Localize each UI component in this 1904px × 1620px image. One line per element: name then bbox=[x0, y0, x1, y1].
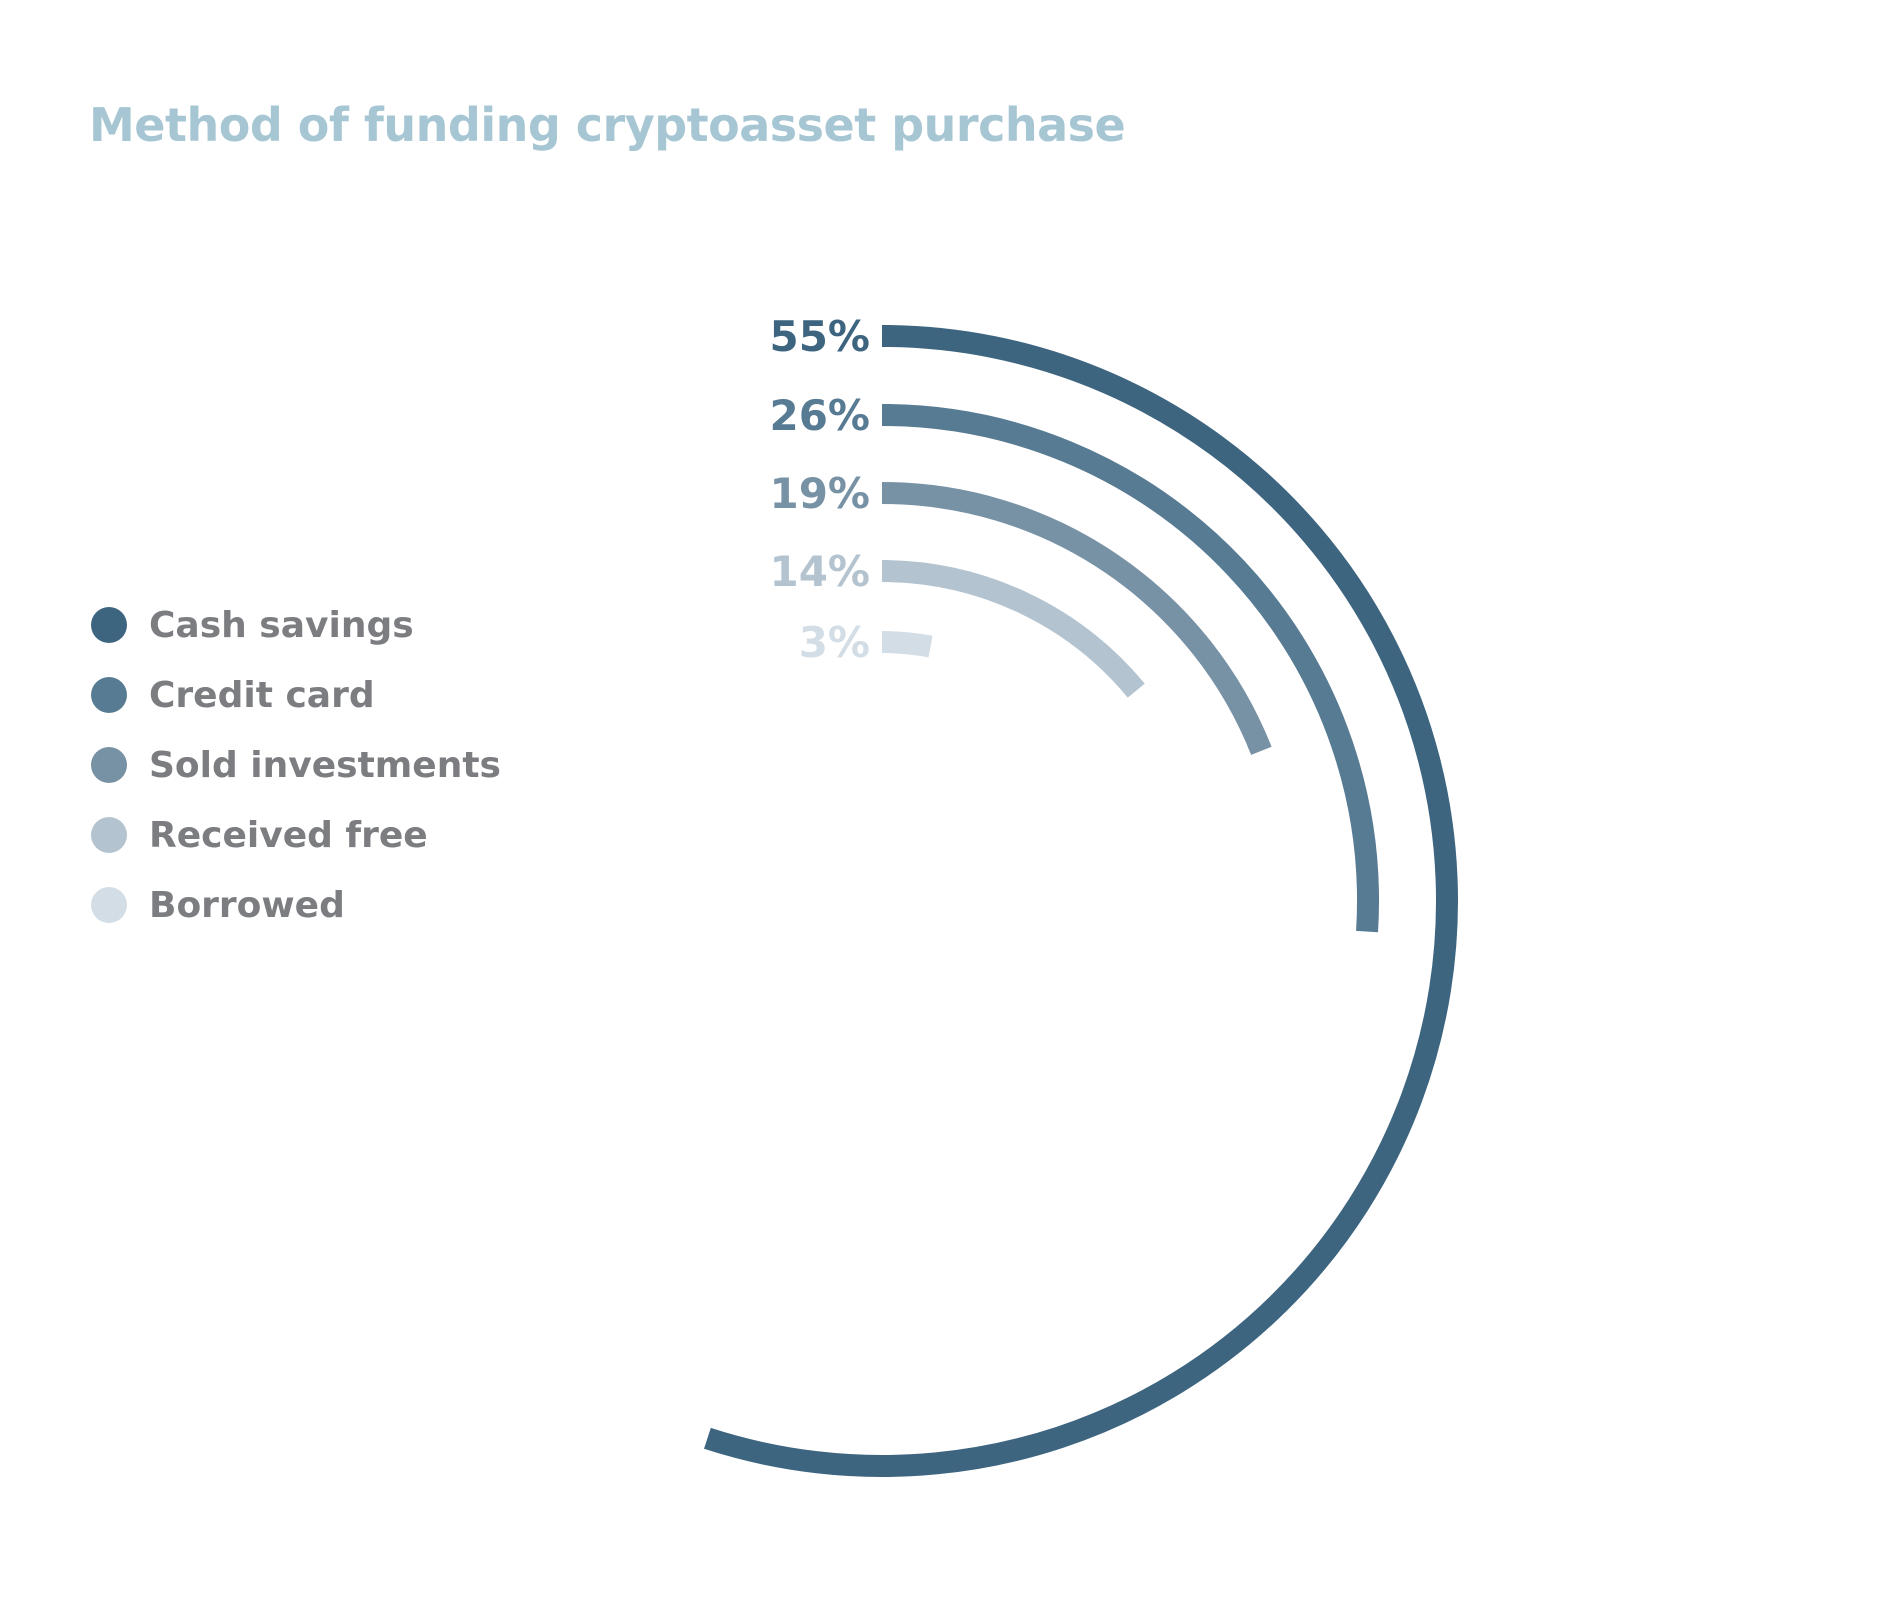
legend: Cash savings Credit card Sold investment… bbox=[91, 590, 501, 940]
legend-item-received-free: Received free bbox=[91, 800, 501, 870]
arc-credit-card bbox=[881, 404, 1379, 933]
arc-cash-savings bbox=[704, 325, 1458, 1477]
legend-swatch bbox=[91, 747, 127, 783]
arc-received-free bbox=[881, 560, 1145, 698]
legend-swatch bbox=[91, 817, 127, 853]
value-label: 3% bbox=[799, 618, 870, 667]
legend-label: Cash savings bbox=[149, 604, 414, 646]
arc-borrowed bbox=[881, 631, 933, 658]
arc-sold-investments bbox=[881, 482, 1272, 755]
legend-swatch bbox=[91, 607, 127, 643]
value-label: 14% bbox=[769, 547, 870, 596]
legend-label: Borrowed bbox=[149, 884, 345, 926]
legend-swatch bbox=[91, 677, 127, 713]
value-label: 55% bbox=[769, 312, 870, 361]
legend-item-sold-investments: Sold investments bbox=[91, 730, 501, 800]
chart-title: Method of funding cryptoasset purchase bbox=[89, 98, 1126, 152]
legend-item-cash-savings: Cash savings bbox=[91, 590, 501, 660]
legend-label: Received free bbox=[149, 814, 428, 856]
legend-label: Sold investments bbox=[149, 744, 501, 786]
value-label: 26% bbox=[769, 391, 870, 440]
legend-item-borrowed: Borrowed bbox=[91, 870, 501, 940]
legend-item-credit-card: Credit card bbox=[91, 660, 501, 730]
legend-swatch bbox=[91, 887, 127, 923]
value-label: 19% bbox=[769, 469, 870, 518]
legend-label: Credit card bbox=[149, 674, 375, 716]
